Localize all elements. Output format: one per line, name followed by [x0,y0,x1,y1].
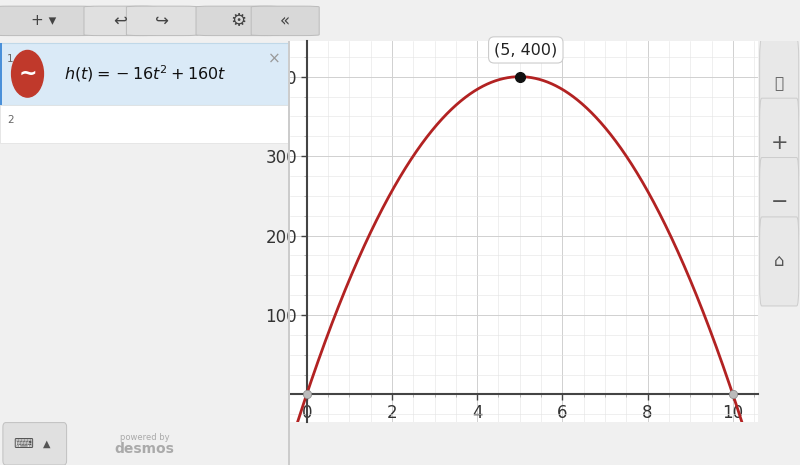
FancyBboxPatch shape [196,6,280,36]
FancyBboxPatch shape [760,39,798,128]
Bar [288,41,290,465]
Bar [0,105,290,143]
FancyBboxPatch shape [126,6,198,36]
FancyBboxPatch shape [3,423,66,465]
Circle shape [11,51,43,97]
FancyBboxPatch shape [0,43,290,105]
FancyBboxPatch shape [84,6,156,36]
Text: +: + [770,133,788,153]
Bar [0,43,2,105]
Text: «: « [280,12,290,30]
Text: ▲: ▲ [42,439,50,449]
Text: ⌂: ⌂ [774,252,785,271]
Text: ↩: ↩ [113,12,127,30]
Text: −: − [770,192,788,212]
Text: 1: 1 [7,53,14,64]
Text: ↪: ↪ [155,12,170,30]
FancyBboxPatch shape [760,98,798,187]
Text: ×: × [268,52,281,66]
Text: $h(t) = -16t^2 + 160t$: $h(t) = -16t^2 + 160t$ [64,63,226,84]
Text: desmos: desmos [115,442,174,456]
FancyBboxPatch shape [251,6,319,36]
Text: + ▾: + ▾ [31,13,56,28]
FancyBboxPatch shape [760,217,798,306]
Text: ⚙: ⚙ [230,12,246,30]
Text: (5, 400): (5, 400) [494,42,558,57]
Text: 🔧: 🔧 [774,76,784,91]
Text: powered by: powered by [120,433,170,442]
Text: ~: ~ [18,64,37,84]
FancyBboxPatch shape [760,158,798,246]
Text: 2: 2 [7,115,14,125]
FancyBboxPatch shape [0,6,94,36]
Text: ⌨: ⌨ [13,437,33,451]
